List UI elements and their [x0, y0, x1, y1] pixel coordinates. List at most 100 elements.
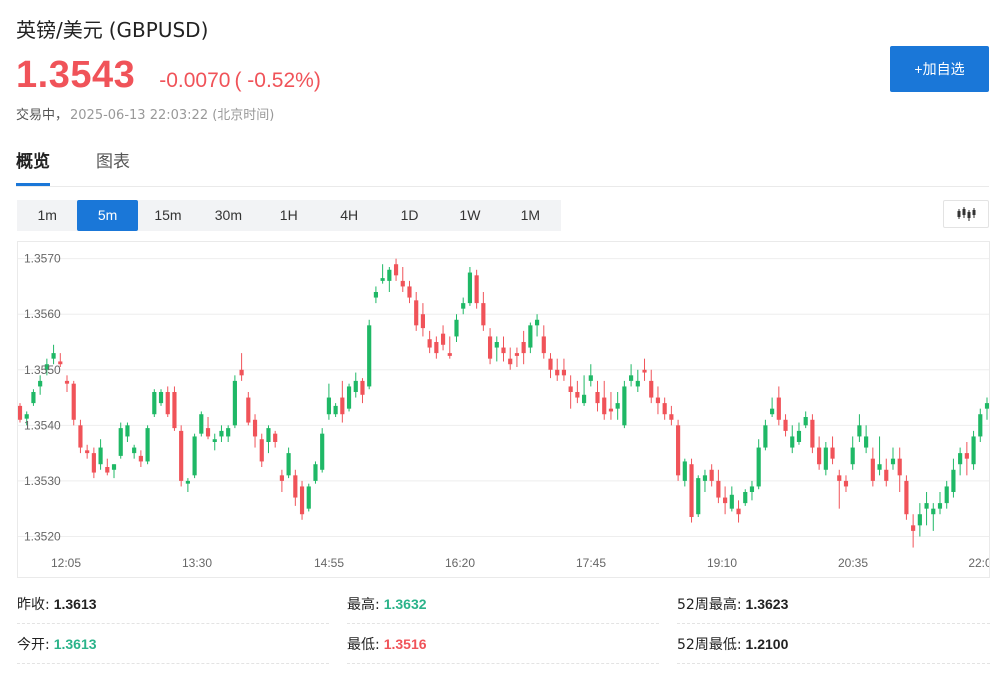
candle-body: [649, 380, 654, 398]
y-tick-label: 1.3550: [24, 363, 61, 377]
price-chart[interactable]: 1.3570 1.3560 1.3550 1.3540 1.3530 1.3520 12:…: [17, 241, 992, 578]
x-tick-label: 13:30: [182, 556, 212, 570]
candle-body: [602, 397, 607, 415]
candle: [931, 503, 936, 531]
candle: [326, 383, 331, 420]
candle-body: [165, 392, 170, 415]
candle-body: [508, 358, 513, 365]
candle-body: [810, 419, 815, 448]
candle-body: [326, 397, 331, 415]
candle-body: [783, 419, 788, 431]
candle: [702, 469, 708, 492]
candle-body: [608, 408, 614, 412]
candle-body: [474, 275, 479, 304]
candle-body: [850, 447, 855, 465]
candle-body: [78, 425, 83, 448]
candle-body: [152, 392, 157, 415]
candle-body: [642, 369, 647, 373]
candle-body: [796, 430, 802, 442]
period-5m[interactable]: 5m: [77, 200, 138, 231]
candle: [501, 336, 506, 362]
candle: [454, 314, 459, 342]
candle-body: [373, 292, 378, 298]
candle: [293, 469, 298, 506]
candle: [696, 475, 701, 517]
candle-body: [360, 380, 365, 395]
candle: [165, 386, 170, 417]
candle-body: [635, 380, 640, 387]
candle: [629, 364, 634, 387]
candle-body: [185, 480, 190, 484]
trading-status: 交易中， 2025-06-13 22:03:22 (北京时间): [16, 104, 274, 123]
candle-body: [655, 397, 661, 404]
candle: [864, 425, 869, 454]
y-tick-label: 1.3540: [24, 418, 61, 432]
candle-body: [803, 417, 808, 426]
candle: [440, 325, 446, 351]
candle: [635, 369, 640, 392]
candle-body: [17, 405, 23, 420]
add-watchlist-button[interactable]: +加自选: [890, 46, 989, 92]
candle: [911, 514, 916, 548]
candle-body: [702, 475, 708, 481]
candle: [555, 358, 560, 381]
candle: [575, 380, 580, 404]
candle: [837, 469, 842, 509]
tab-overview[interactable]: 概览: [16, 150, 50, 186]
status-text: 交易中，: [16, 108, 69, 123]
period-4h[interactable]: 4H: [340, 207, 359, 223]
candle-body: [743, 492, 748, 504]
candle-body: [911, 525, 916, 531]
candle-body: [494, 342, 499, 348]
candle-body: [273, 433, 278, 442]
candle-body: [367, 325, 372, 387]
candle-body: [864, 436, 869, 448]
x-tick-label: 22:0: [968, 556, 989, 570]
candle: [78, 419, 83, 454]
candle: [521, 330, 526, 365]
stat-value: 1.3632: [383, 596, 427, 612]
candle-body: [91, 453, 96, 473]
period-1w[interactable]: 1W: [459, 207, 481, 223]
candle-body: [293, 475, 298, 498]
candle: [615, 392, 620, 420]
tab-chart[interactable]: 图表: [96, 152, 130, 172]
candle: [367, 319, 372, 390]
period-1m[interactable]: 1m: [37, 207, 57, 223]
candle: [689, 458, 694, 523]
candle-body: [937, 503, 943, 509]
candle: [481, 292, 486, 331]
candle: [346, 383, 352, 412]
candle-body: [320, 433, 325, 470]
candle: [662, 397, 667, 420]
candle-body: [561, 369, 567, 376]
candle-body: [158, 392, 164, 404]
candle: [393, 258, 399, 281]
candle-body: [353, 380, 358, 392]
chart-type-button[interactable]: [943, 200, 989, 228]
period-30m[interactable]: 30m: [214, 207, 242, 223]
period-15m[interactable]: 15m: [154, 207, 182, 223]
candle-body: [984, 403, 990, 409]
candle: [870, 447, 875, 487]
candle-body: [199, 414, 204, 434]
period-1h[interactable]: 1H: [279, 207, 298, 223]
candle: [649, 369, 654, 404]
candle-body: [555, 369, 560, 376]
y-tick-label: 1.3570: [24, 252, 61, 266]
candle-body: [232, 380, 237, 426]
y-tick-label: 1.3530: [24, 474, 61, 488]
x-tick-label: 12:05: [51, 556, 81, 570]
period-1mo[interactable]: 1M: [520, 207, 541, 223]
x-tick-label: 14:55: [314, 556, 344, 570]
candle: [239, 353, 244, 381]
candlestick-icon: [957, 207, 976, 221]
stat-prev-close: 昨收: 1.3613: [17, 584, 329, 624]
candle-body: [252, 419, 258, 437]
candle-body: [31, 392, 36, 404]
stat-label: 最高:: [347, 597, 380, 613]
candle-body: [534, 319, 540, 326]
period-1d[interactable]: 1D: [400, 207, 419, 223]
instrument-code: (GBPUSD): [108, 18, 209, 42]
candle: [427, 330, 432, 354]
